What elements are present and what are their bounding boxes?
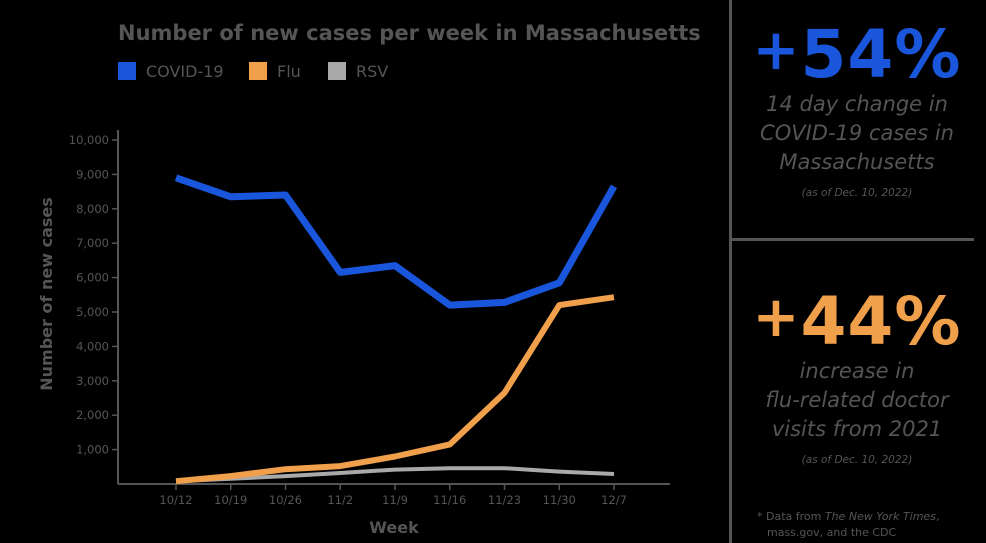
y-tick-label: 9,000 xyxy=(76,167,109,181)
covid-change-date-note: (as of Dec. 10, 2022) xyxy=(801,187,913,199)
x-tick-label: 11/2 xyxy=(327,493,353,507)
x-tick-label: 10/26 xyxy=(269,493,302,507)
y-tick-label: 8,000 xyxy=(76,202,109,216)
footnote-line-1: * Data from The New York Times, xyxy=(757,509,982,525)
vertical-divider xyxy=(729,0,732,543)
covid-change-number: 54% xyxy=(800,16,962,93)
legend-label-rsv: RSV xyxy=(356,62,388,81)
x-tick-label: 11/23 xyxy=(488,493,521,507)
x-axis-label: Week xyxy=(369,518,419,537)
legend-swatch-covid-19 xyxy=(118,62,136,80)
chart-legend: COVID-19 Flu RSV xyxy=(118,62,388,81)
cases-line-chart: Number of new cases per week in Massachu… xyxy=(37,21,701,537)
x-tick-label: 10/12 xyxy=(159,493,192,507)
legend-label-covid-19: COVID-19 xyxy=(146,62,224,81)
y-tick-label: 10,000 xyxy=(69,133,109,147)
stat-desc-line: COVID-19 cases in xyxy=(760,121,954,145)
flu-increase-sign: + xyxy=(752,285,801,350)
series-line-covid-19 xyxy=(174,174,618,309)
series-lines xyxy=(174,174,618,485)
series-line-flu xyxy=(175,294,615,485)
y-tick-label: 4,000 xyxy=(76,339,109,353)
flu-increase-description: increase in flu-related doctor visits fr… xyxy=(732,357,982,444)
x-tick-label: 11/16 xyxy=(433,493,466,507)
flu-increase-date-note: (as of Dec. 10, 2022) xyxy=(801,454,913,466)
x-tick-label: 12/7 xyxy=(601,493,627,507)
stat-desc-line: visits from 2021 xyxy=(771,417,943,441)
covid-change-value: +54% xyxy=(732,16,982,90)
stat-desc-line: flu-related doctor xyxy=(765,388,949,412)
footnote-suffix: , xyxy=(935,510,940,523)
x-tick-label: 11/30 xyxy=(543,493,576,507)
horizontal-divider xyxy=(731,238,974,241)
y-axis-label: Number of new cases xyxy=(37,197,56,391)
flu-increase-number: 44% xyxy=(800,283,962,360)
flu-increase-value: +44% xyxy=(732,283,982,357)
y-axis-ticks: 1,000 2,000 3,000 4,000 5,000 6,000 7,000 8,000… xyxy=(69,133,118,457)
data-source-footnote: * Data from The New York Times, mass.gov… xyxy=(757,509,982,541)
stat-desc-line: Massachusetts xyxy=(779,150,935,174)
chart-title: Number of new cases per week in Massachu… xyxy=(118,21,701,45)
chart-axes xyxy=(117,130,670,485)
y-tick-label: 5,000 xyxy=(76,305,109,319)
covid-change-stat: +54% 14 day change in COVID-19 cases in … xyxy=(732,16,982,201)
covid-change-description: 14 day change in COVID-19 cases in Massa… xyxy=(732,90,982,177)
y-tick-label: 3,000 xyxy=(76,374,109,388)
footnote-source: The New York Times xyxy=(824,510,936,523)
stat-desc-line: 14 day change in xyxy=(766,92,948,116)
y-tick-label: 6,000 xyxy=(76,271,109,285)
y-tick-label: 1,000 xyxy=(76,443,109,457)
y-tick-label: 2,000 xyxy=(76,408,109,422)
flu-increase-stat: +44% increase in flu-related doctor visi… xyxy=(732,283,982,468)
stat-desc-line: increase in xyxy=(799,359,915,383)
x-axis-ticks: 10/12 10/19 10/26 11/2 11/9 11/16 11/23 11/30 12… xyxy=(159,484,627,507)
legend-swatch-rsv xyxy=(328,62,346,80)
legend-swatch-flu xyxy=(249,62,267,80)
footnote-line-2: mass.gov, and the CDC xyxy=(767,526,897,539)
series-line-rsv xyxy=(175,466,615,484)
footnote-prefix: * Data from xyxy=(757,510,825,523)
x-tick-label: 10/19 xyxy=(214,493,247,507)
x-tick-label: 11/9 xyxy=(382,493,408,507)
covid-change-sign: + xyxy=(752,18,801,83)
legend-label-flu: Flu xyxy=(277,62,301,81)
y-tick-label: 7,000 xyxy=(76,236,109,250)
